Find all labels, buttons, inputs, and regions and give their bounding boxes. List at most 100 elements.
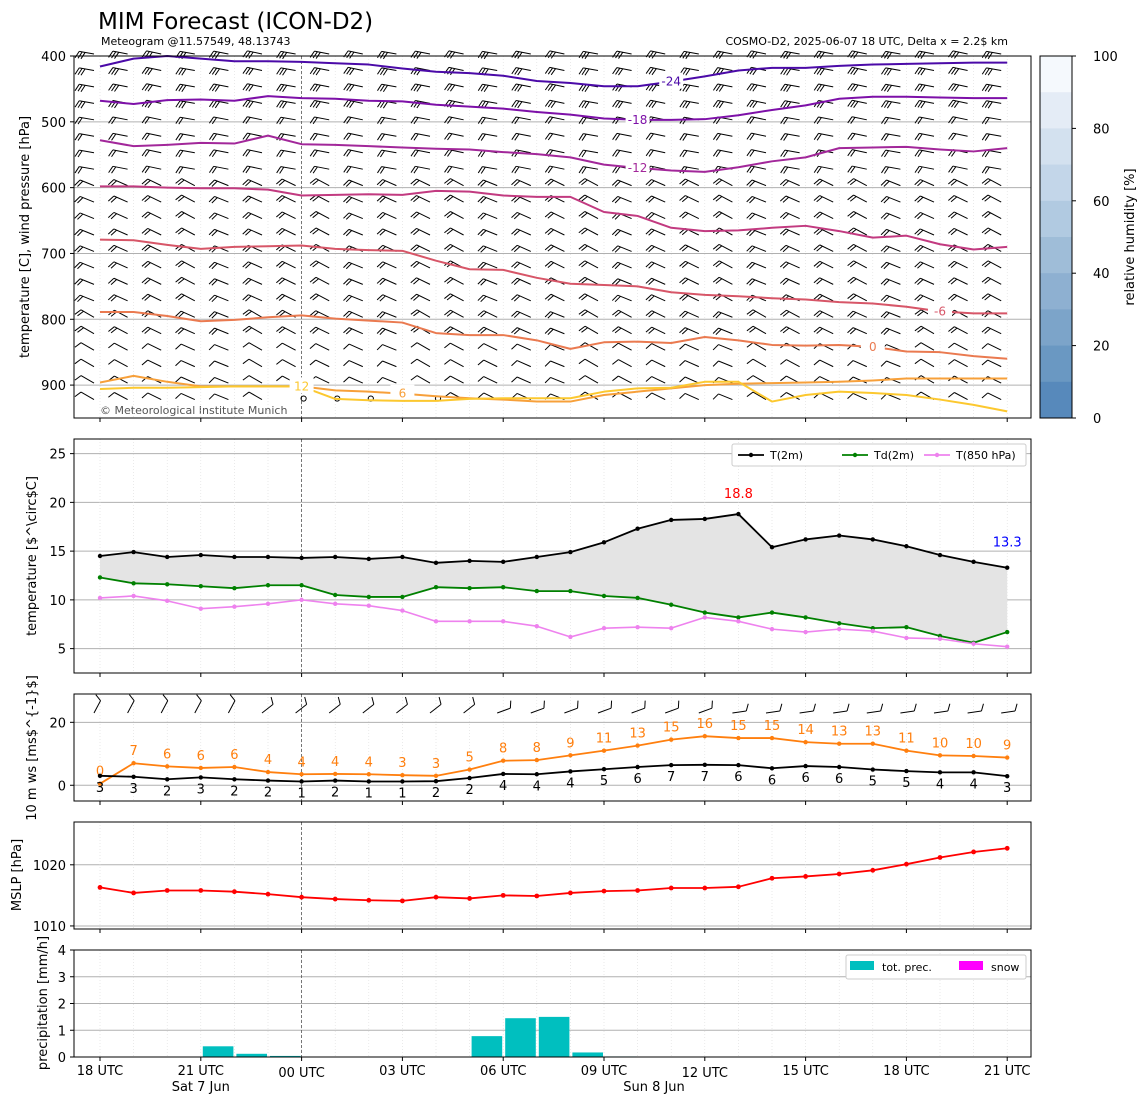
- barb-tick: [141, 244, 149, 251]
- barb-tick: [685, 68, 691, 76]
- barb-tick: [345, 295, 353, 303]
- barb-tick: [77, 327, 84, 333]
- barb-tick: [779, 703, 783, 712]
- barb-tick: [746, 179, 753, 186]
- barb-tick: [677, 700, 680, 709]
- wind-barb-upper: [578, 67, 599, 76]
- barb-tick: [813, 260, 821, 267]
- wind-barb-upper: [746, 375, 767, 384]
- barb-shaft: [584, 243, 599, 252]
- data-point: [501, 758, 506, 763]
- wind-barb-upper: [813, 310, 834, 318]
- barb-tick: [309, 276, 317, 283]
- barb-tick: [480, 246, 487, 253]
- wind-barb-upper: [309, 83, 330, 92]
- barb-tick: [410, 149, 416, 157]
- wind-barb-upper: [981, 116, 1002, 125]
- barb-tick: [544, 211, 552, 218]
- barb-tick: [377, 67, 383, 75]
- barb-shaft: [584, 358, 599, 368]
- wind-barb-upper: [712, 149, 733, 158]
- barb-tick: [779, 228, 787, 235]
- wind-barb-upper: [74, 67, 95, 76]
- barb-tick: [379, 51, 386, 59]
- barb-tick: [611, 294, 619, 301]
- barb-tick: [544, 83, 551, 91]
- data-point: [803, 763, 808, 769]
- barb-tick: [614, 230, 621, 237]
- barb-tick: [413, 133, 419, 141]
- gust-label: 15: [730, 719, 747, 734]
- barb-shaft: [853, 293, 868, 302]
- barb-tick: [480, 150, 486, 158]
- wind-barb-10m: [967, 703, 984, 714]
- wind-barb-upper: [376, 261, 397, 269]
- barb-tick: [951, 51, 957, 59]
- barb-shaft: [886, 261, 901, 269]
- wind-barb-upper: [847, 99, 867, 109]
- barb-shaft: [348, 212, 363, 220]
- wind-barb-upper: [948, 260, 968, 269]
- barb-tick: [513, 180, 521, 187]
- barb-tick: [850, 166, 856, 174]
- barb-shaft: [483, 261, 498, 269]
- speed-label: 3: [197, 782, 205, 797]
- barb-tick: [208, 116, 215, 124]
- barb-shaft: [953, 227, 968, 236]
- barb-shaft: [214, 344, 229, 351]
- wind-barb-upper: [847, 327, 868, 335]
- barb-tick: [379, 150, 386, 158]
- gust-label: 5: [465, 751, 473, 766]
- barb-shaft: [920, 261, 935, 269]
- wind-barb-upper: [813, 67, 834, 76]
- barb-tick: [816, 67, 822, 75]
- barb-tick: [379, 213, 386, 220]
- barb-tick: [276, 260, 283, 267]
- barb-tick: [547, 212, 554, 219]
- wind-barb-upper: [511, 327, 532, 335]
- wind-barb-upper: [309, 343, 330, 351]
- isotherm-line: [99, 134, 1008, 173]
- y-tick-label: 0: [58, 1051, 66, 1066]
- barb-tick: [245, 133, 251, 141]
- isotherm-line: [99, 238, 1008, 315]
- data-point: [501, 585, 506, 590]
- barb-tick: [144, 295, 151, 301]
- barb-shaft: [651, 359, 666, 368]
- wind-barb-upper: [410, 211, 431, 219]
- barb-tick: [648, 84, 654, 91]
- barb-tick: [242, 358, 250, 365]
- barb-tick: [648, 133, 654, 141]
- barb-tick: [144, 278, 151, 285]
- barb-shaft: [786, 342, 800, 351]
- wind-barb-upper: [74, 391, 95, 400]
- barb-tick: [376, 294, 384, 301]
- barb-shaft: [698, 707, 713, 714]
- data-point: [736, 619, 741, 624]
- barb-tick: [379, 68, 386, 76]
- colorbar-tick-label: 100: [1093, 50, 1118, 65]
- barb-tick: [880, 360, 887, 367]
- barb-shaft: [852, 360, 868, 368]
- barb-tick: [248, 51, 254, 59]
- barb-tick: [74, 100, 80, 108]
- barb-shaft: [819, 310, 834, 318]
- barb-tick: [514, 166, 520, 174]
- barb-tick: [77, 150, 83, 158]
- speed-label: 5: [869, 775, 877, 790]
- mslp-line: [99, 847, 1008, 902]
- wind-barb-upper: [847, 276, 868, 285]
- data-point: [601, 767, 607, 772]
- wind-barb-upper: [914, 261, 935, 269]
- barb-tick: [987, 85, 993, 92]
- barb-tick: [444, 83, 450, 91]
- wind-barb-upper: [981, 326, 1002, 335]
- barb-tick: [315, 52, 321, 59]
- wind-barb-upper: [880, 245, 901, 253]
- barb-tick: [948, 67, 954, 74]
- barb-tick: [648, 196, 655, 203]
- wind-barb-upper: [847, 376, 868, 384]
- barb-shaft: [79, 179, 95, 187]
- barb-tick: [410, 309, 418, 315]
- data-point: [400, 554, 405, 560]
